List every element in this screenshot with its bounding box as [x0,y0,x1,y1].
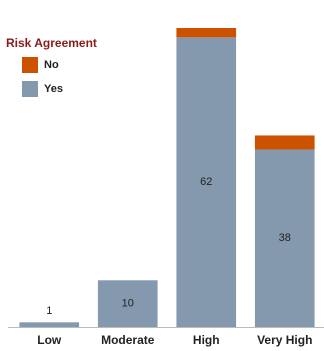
bar-segment [97,280,158,327]
bar-segment [254,149,315,327]
legend-swatch [22,81,38,97]
x-tick-label: High [193,333,220,347]
bar-segment [254,135,315,150]
data-label: 38 [279,232,291,244]
x-tick-label: Low [37,333,62,347]
legend-title: Risk Agreement [6,36,97,50]
x-tick-label: Moderate [101,333,155,347]
legend-label: No [44,59,59,71]
data-label: 62 [200,176,212,188]
bar-segment [176,28,237,38]
x-tick-label: Very High [257,333,312,347]
bar-segment [19,322,80,327]
legend-label: Yes [44,83,63,95]
data-label: 1 [46,305,52,317]
bar-segment [176,37,237,327]
legend-swatch [22,57,38,73]
data-label: 10 [122,298,134,310]
